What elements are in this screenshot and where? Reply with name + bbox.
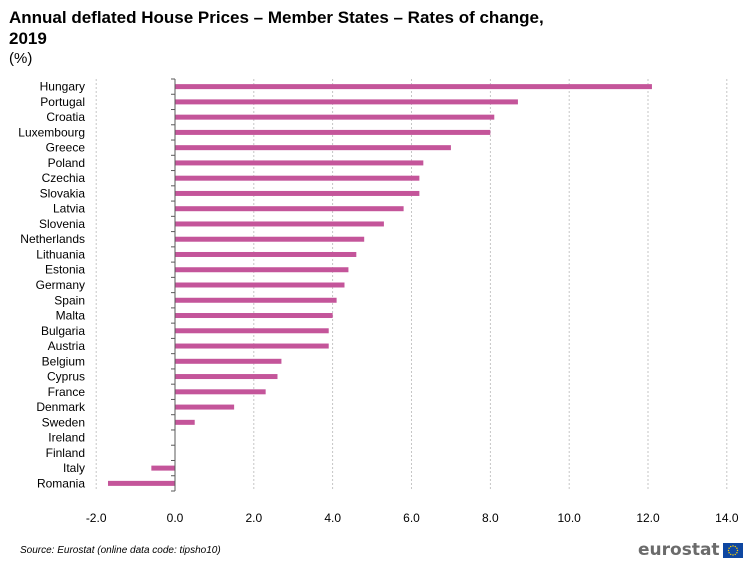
bar-estonia bbox=[175, 267, 349, 273]
category-label: Italy bbox=[63, 461, 85, 475]
bar-slovakia bbox=[175, 190, 420, 196]
category-label: Slovenia bbox=[39, 217, 85, 231]
flag-star bbox=[735, 547, 738, 549]
bar-latvia bbox=[175, 206, 404, 212]
bar-germany bbox=[175, 282, 345, 288]
bar-netherlands bbox=[175, 236, 365, 242]
bar-denmark bbox=[175, 404, 235, 410]
bar-france bbox=[175, 389, 266, 395]
x-tick-label: 0.0 bbox=[167, 511, 184, 525]
x-tick-label: 8.0 bbox=[482, 511, 499, 525]
bar-hungary bbox=[175, 84, 652, 90]
flag-star bbox=[736, 549, 738, 551]
chart-subtitle-unit: (%) bbox=[9, 50, 33, 67]
flag-star bbox=[731, 553, 734, 556]
category-label: Slovakia bbox=[40, 186, 86, 200]
bar-slovenia bbox=[175, 221, 384, 227]
bar-poland bbox=[175, 160, 424, 166]
bar-luxembourg bbox=[175, 129, 491, 135]
category-label: Greece bbox=[46, 141, 86, 155]
bar-austria bbox=[175, 343, 329, 349]
category-label: Austria bbox=[48, 339, 86, 353]
category-label: Denmark bbox=[36, 400, 86, 414]
logo-text: eurostat bbox=[638, 540, 720, 560]
category-label: Bulgaria bbox=[41, 324, 85, 338]
flag-star bbox=[734, 553, 736, 555]
bar-croatia bbox=[175, 114, 495, 120]
category-label: Portugal bbox=[40, 95, 85, 109]
bar-portugal bbox=[175, 99, 518, 105]
flag-star bbox=[727, 549, 729, 551]
category-label: Estonia bbox=[45, 263, 85, 277]
flag-star bbox=[727, 547, 730, 549]
category-label: Sweden bbox=[42, 415, 85, 429]
bar-sweden bbox=[175, 419, 195, 425]
bar-cyprus bbox=[175, 374, 278, 380]
x-tick-label: 4.0 bbox=[324, 511, 341, 525]
flag-star bbox=[735, 551, 738, 553]
category-label: Romania bbox=[37, 476, 85, 490]
flag-star bbox=[734, 545, 736, 547]
source-note: Source: Eurostat (online data code: tips… bbox=[20, 545, 221, 556]
bar-spain bbox=[175, 297, 337, 303]
flag-star bbox=[729, 545, 731, 547]
flag-star bbox=[729, 553, 731, 555]
category-label: France bbox=[48, 385, 86, 399]
category-label: Lithuania bbox=[36, 247, 85, 261]
category-label: Ireland bbox=[48, 431, 85, 445]
category-label: Spain bbox=[54, 293, 85, 307]
chart-title: Annual deflated House Prices – Member St… bbox=[9, 8, 544, 48]
bar-bulgaria bbox=[175, 328, 329, 334]
flag-star bbox=[727, 551, 730, 553]
category-label: Croatia bbox=[46, 110, 85, 124]
category-label: Finland bbox=[46, 446, 85, 460]
bar-greece bbox=[175, 145, 451, 151]
category-label: Cyprus bbox=[47, 370, 85, 384]
x-tick-label: 14.0 bbox=[715, 511, 739, 525]
eurostat-logo: eurostat bbox=[638, 540, 743, 560]
category-label: Latvia bbox=[53, 202, 85, 216]
category-label: Malta bbox=[56, 309, 86, 323]
bar-lithuania bbox=[175, 251, 357, 257]
category-label: Germany bbox=[36, 278, 85, 292]
category-label: Czechia bbox=[42, 171, 86, 185]
category-label: Luxembourg bbox=[18, 125, 85, 139]
x-tick-label: 6.0 bbox=[403, 511, 420, 525]
flag-star bbox=[731, 544, 734, 547]
eu-flag-icon bbox=[722, 542, 743, 558]
x-tick-label: 12.0 bbox=[636, 511, 660, 525]
category-label: Belgium bbox=[42, 354, 85, 368]
category-label: Hungary bbox=[40, 80, 85, 94]
x-tick-label: -2.0 bbox=[86, 511, 107, 525]
bar-czechia bbox=[175, 175, 420, 181]
bar-romania bbox=[107, 480, 175, 486]
category-label: Netherlands bbox=[20, 232, 85, 246]
category-label: Poland bbox=[48, 156, 85, 170]
bar-italy bbox=[151, 465, 175, 471]
bar-belgium bbox=[175, 358, 282, 364]
bar-malta bbox=[175, 313, 333, 319]
x-tick-label: 10.0 bbox=[557, 511, 581, 525]
x-tick-label: 2.0 bbox=[245, 511, 262, 525]
